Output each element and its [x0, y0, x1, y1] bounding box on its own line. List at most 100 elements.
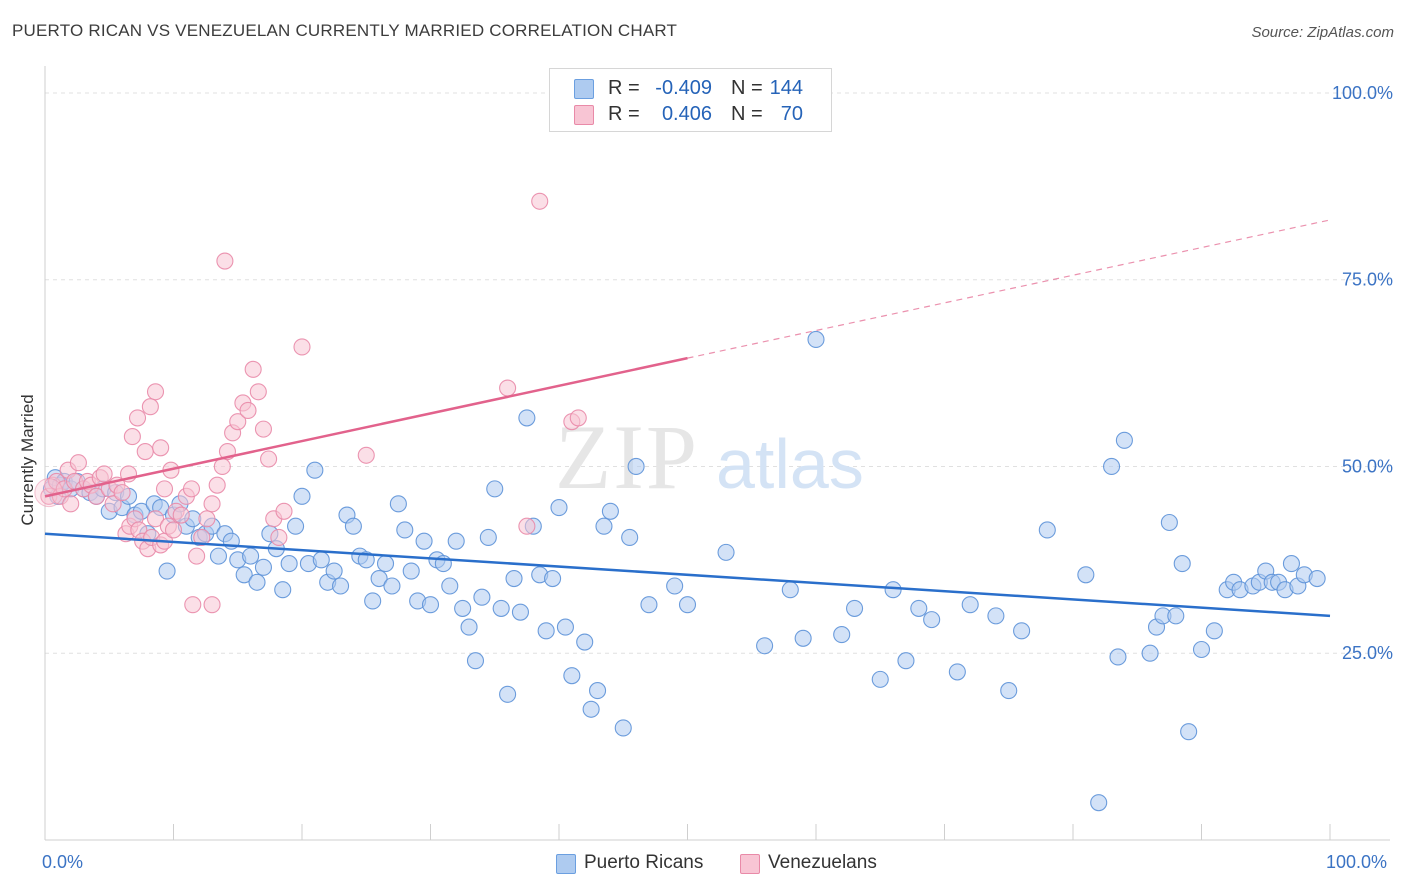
venezuelan-point	[152, 439, 170, 457]
puerto-rican-point	[306, 461, 324, 479]
legend-r-label: R =	[608, 77, 640, 99]
venezuelan-point	[69, 454, 87, 472]
puerto-rican-point	[473, 588, 491, 606]
puerto-rican-point	[550, 499, 568, 517]
venezuelan-point	[146, 510, 165, 528]
puerto-rican-point	[486, 480, 504, 498]
puerto-rican-point	[1115, 431, 1133, 449]
puerto-rican-point	[923, 611, 941, 629]
legend-n-label: N =	[731, 77, 763, 99]
puerto-rican-point	[331, 577, 350, 595]
puerto-rican-point	[987, 607, 1005, 625]
venezuelan-point	[244, 360, 262, 378]
puerto-rican-point	[447, 532, 465, 550]
venezuelan-point	[146, 383, 165, 401]
venezuelan-point	[136, 442, 154, 461]
puerto-rican-point	[1103, 457, 1121, 476]
puerto-rican-point	[1180, 723, 1198, 741]
venezuelan-point	[193, 528, 211, 546]
watermark-atlas: atlas	[716, 425, 864, 503]
venezuelan-point	[172, 506, 190, 524]
puerto-rican-point	[576, 633, 594, 651]
venezuelan-point	[357, 446, 375, 464]
puerto-rican-point	[544, 569, 562, 588]
puerto-rican-point	[1192, 640, 1211, 659]
puerto-rican-point	[235, 566, 253, 584]
venezuelan-point	[229, 413, 247, 431]
venezuelan-point	[184, 596, 202, 614]
y-tick-label: 100.0%	[1332, 83, 1393, 103]
puerto-rican-point	[666, 577, 684, 595]
puerto-rican-point	[556, 618, 574, 636]
legend-r-label: R =	[608, 103, 640, 125]
puerto-rican-point	[756, 637, 774, 655]
venezuelan-point	[188, 547, 206, 565]
puerto-rican-point	[254, 558, 273, 576]
venezuelan-point	[270, 528, 288, 546]
venezuelan-point	[531, 192, 549, 210]
puerto-rican-point	[479, 528, 497, 546]
x-tick-label-min: 0.0%	[42, 852, 84, 872]
puerto-rican-point	[460, 618, 478, 636]
puerto-rican-point	[1282, 555, 1300, 573]
y-tick-label: 50.0%	[1342, 456, 1393, 476]
venezuelan-point	[213, 457, 231, 476]
chart-source: Source: ZipAtlas.com	[1251, 24, 1394, 41]
puerto-rican-point	[1173, 555, 1191, 573]
venezuelan-point	[128, 409, 147, 427]
puerto-rican-point	[499, 685, 517, 703]
puerto-rican-point	[441, 577, 459, 595]
legend-n-value: 144	[769, 77, 803, 99]
legend-row-venezuelans: R = 0.406 N = 70	[550, 100, 831, 128]
y-tick-label: 25.0%	[1342, 643, 1393, 663]
puerto-rican-point	[312, 551, 330, 569]
venezuelan-point	[123, 428, 141, 446]
watermark: ZIP atlas	[555, 406, 864, 508]
venezuelan-point	[518, 517, 536, 535]
puerto-rican-point	[563, 667, 581, 685]
legend-n-value: 70	[780, 103, 803, 125]
puerto-rican-point	[1038, 521, 1056, 539]
puerto-rican-point	[357, 551, 375, 569]
puerto-rican-point	[280, 555, 298, 573]
puerto-rican-point	[158, 562, 176, 580]
puerto-rican-point	[1167, 607, 1185, 625]
puerto-rican-point	[511, 603, 530, 621]
venezuelan-point	[62, 495, 80, 513]
legend-n-label: N =	[731, 103, 763, 125]
puerto-rican-point	[588, 682, 607, 700]
puerto-rican-point	[383, 577, 401, 595]
puerto-rican-point	[274, 581, 292, 599]
puerto-rican-point	[717, 543, 735, 561]
trend-lines	[44, 219, 1331, 618]
puerto-rican-point	[415, 532, 433, 550]
puerto-rican-point	[582, 700, 600, 718]
venezuelan-point	[275, 502, 293, 520]
legend-row-puerto-ricans: R = -0.409 N = 144	[550, 74, 831, 102]
puerto-rican-point	[242, 547, 260, 565]
legend-swatch-venezuelans	[574, 105, 594, 125]
puerto-rican-point	[505, 569, 523, 588]
puerto-rican-point	[1013, 622, 1031, 640]
puerto-rican-point	[402, 562, 420, 580]
puerto-rican-point	[1000, 682, 1018, 700]
venezuelan-point	[208, 476, 226, 494]
puerto-rican-point	[833, 626, 851, 644]
venezuelan-point	[87, 487, 105, 505]
puerto-rican-point	[376, 555, 395, 573]
venezuelan-point	[239, 401, 257, 419]
venezuelan-point	[499, 379, 517, 397]
axes	[44, 66, 1390, 841]
puerto-rican-point	[396, 521, 414, 539]
legend-swatch-puerto-ricans	[574, 79, 594, 99]
puerto-rican-point	[640, 596, 658, 614]
puerto-rican-point	[1308, 569, 1326, 588]
puerto-rican-point	[627, 457, 645, 476]
puerto-rican-point	[678, 596, 697, 614]
y-tick-labels: 100.0% 75.0% 50.0% 25.0%	[1332, 83, 1393, 663]
puerto-rican-point	[845, 599, 864, 617]
puerto-rican-point	[1141, 644, 1159, 662]
puerto-rican-point	[248, 573, 266, 591]
puerto-rican-point	[325, 562, 343, 580]
puerto-rican-point	[209, 547, 228, 565]
